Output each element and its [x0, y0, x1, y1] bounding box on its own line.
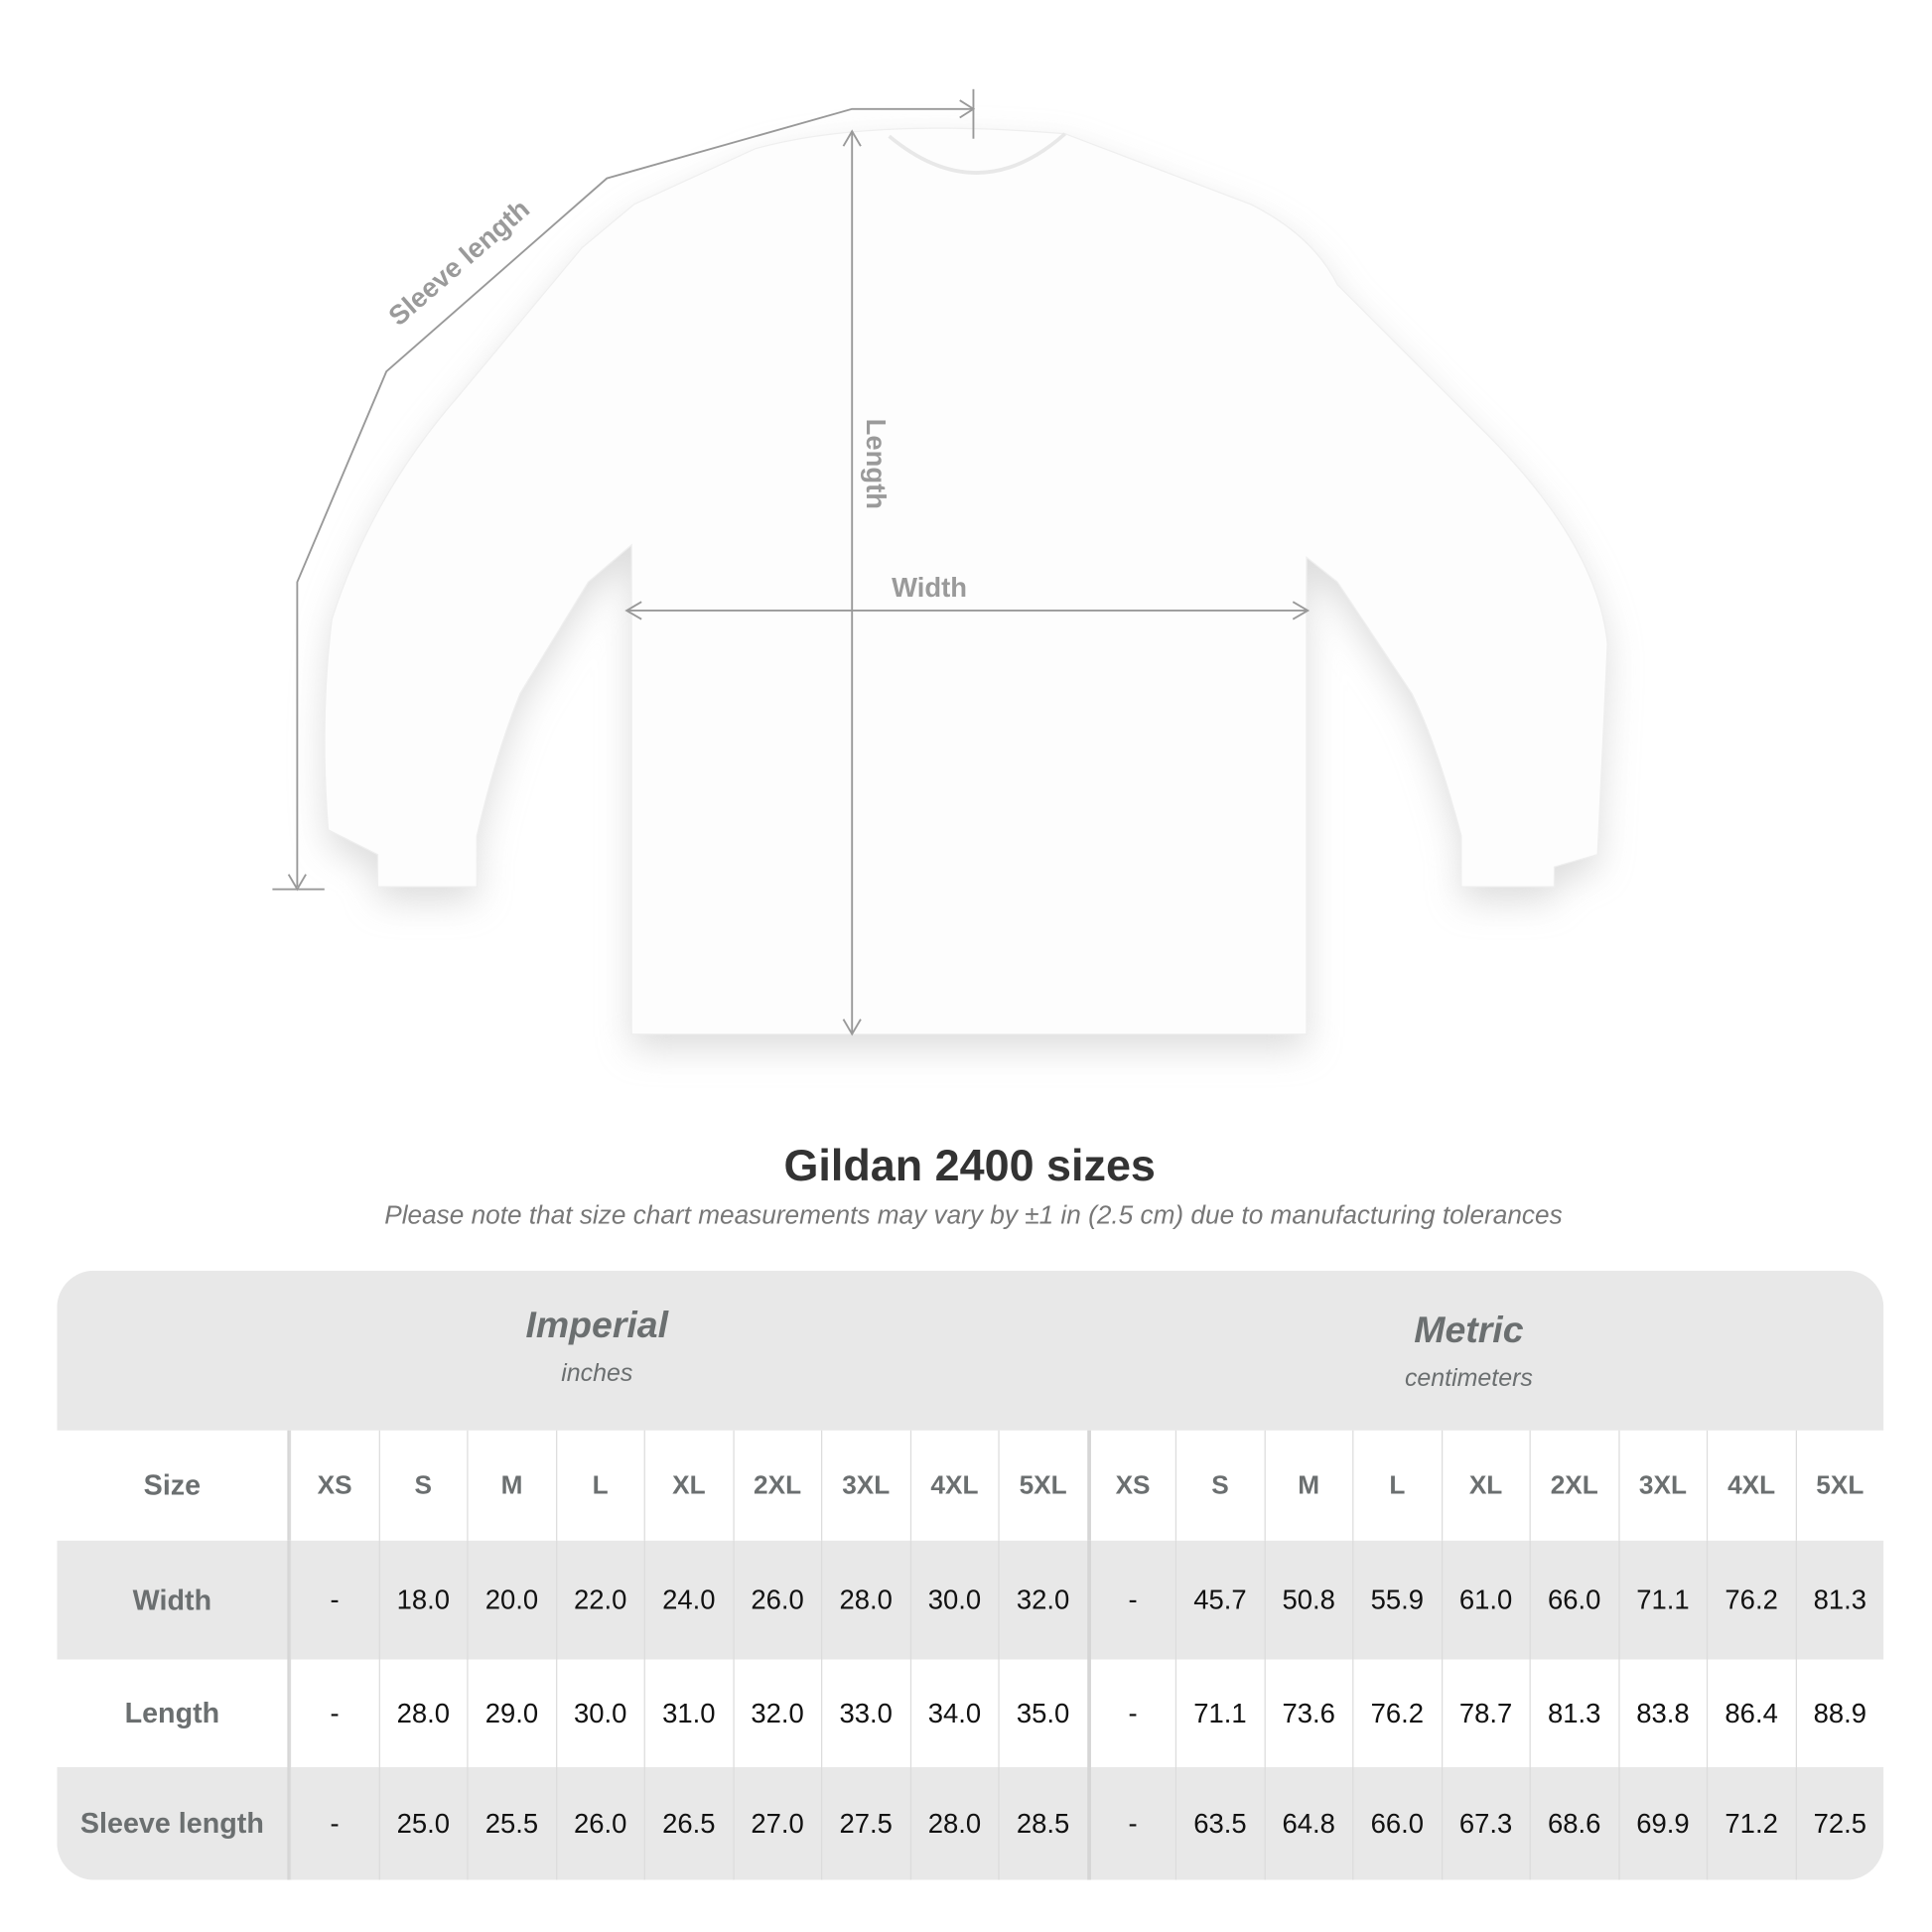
metric-size-l: L	[1352, 1430, 1441, 1541]
metric-size-5xl: 5XL	[1795, 1430, 1883, 1541]
metric-value: 63.5	[1174, 1767, 1264, 1880]
imperial-value: 18.0	[378, 1540, 467, 1660]
metric-value: 88.9	[1795, 1659, 1883, 1768]
size-header-row: Size XS S M L XL 2XL 3XL 4XL 5XL XS S M L XL 2XL 3XL 4XL 5…	[57, 1430, 1883, 1541]
imperial-header: Imperial inches	[474, 1306, 721, 1389]
imperial-size-4xl: 4XL	[909, 1430, 998, 1541]
shirt-diagram: Sleeve length Length Width	[272, 88, 1608, 1049]
metric-value: 66.0	[1529, 1540, 1618, 1660]
imperial-value: 32.0	[732, 1659, 821, 1768]
imperial-title: Imperial	[525, 1305, 669, 1346]
metric-size-2xl: 2XL	[1529, 1430, 1618, 1541]
imperial-value: 30.0	[555, 1659, 643, 1768]
imperial-value: -	[289, 1540, 378, 1660]
imperial-size-m: M	[467, 1430, 555, 1541]
metric-header: Metric centimeters	[1345, 1311, 1592, 1394]
imperial-value: 22.0	[555, 1540, 643, 1660]
table-row: Length -28.0 29.0 30.0 31.0 32.0 33.0 34.0 35.0-…	[57, 1659, 1883, 1768]
metric-value: 71.2	[1706, 1767, 1795, 1880]
metric-value: 61.0	[1441, 1540, 1529, 1660]
metric-value: 76.2	[1352, 1659, 1441, 1768]
metric-value: 83.8	[1617, 1659, 1707, 1768]
metric-value: 68.6	[1529, 1767, 1618, 1880]
metric-value: 69.9	[1617, 1767, 1707, 1880]
imperial-size-s: S	[378, 1430, 467, 1541]
row-label: Length	[57, 1659, 290, 1768]
metric-size-m: M	[1263, 1430, 1352, 1541]
imperial-value: 34.0	[909, 1659, 998, 1768]
metric-value: 50.8	[1263, 1540, 1352, 1660]
imperial-value: 26.0	[555, 1767, 643, 1880]
imperial-value: 28.0	[821, 1540, 909, 1660]
table-row: Sleeve length -25.0 25.5 26.0 26.5 27.0 27.5 28…	[57, 1767, 1884, 1880]
imperial-value: 28.0	[378, 1659, 467, 1768]
metric-value: 78.7	[1441, 1659, 1529, 1768]
imperial-size-2xl: 2XL	[732, 1430, 821, 1541]
imperial-size-l: L	[555, 1430, 643, 1541]
metric-value: 67.3	[1441, 1767, 1529, 1880]
imperial-value: 31.0	[643, 1659, 733, 1768]
imperial-value: 27.5	[821, 1767, 909, 1880]
imperial-value: 30.0	[909, 1540, 998, 1660]
metric-value: 81.3	[1795, 1540, 1883, 1660]
metric-value: 64.8	[1263, 1767, 1352, 1880]
imperial-value: 25.5	[467, 1767, 555, 1880]
page-title: Gildan 2400 sizes	[783, 1139, 1156, 1190]
sleeve-measure-line	[296, 107, 974, 888]
row-label: Sleeve length	[57, 1767, 290, 1880]
metric-size-s: S	[1174, 1430, 1264, 1541]
imperial-value: 32.0	[998, 1540, 1086, 1660]
metric-value: 72.5	[1795, 1767, 1883, 1880]
metric-value: 71.1	[1174, 1659, 1264, 1768]
shirt-body	[324, 127, 1608, 1035]
tolerance-note: Please note that size chart measurements…	[384, 1200, 1563, 1230]
imperial-unit: inches	[561, 1359, 633, 1388]
metric-value: 55.9	[1352, 1540, 1441, 1660]
metric-value: 81.3	[1529, 1659, 1618, 1768]
metric-size-4xl: 4XL	[1706, 1430, 1795, 1541]
table-row: Width -18.0 20.0 22.0 24.0 26.0 28.0 30.0 32.0-4…	[57, 1540, 1884, 1660]
metric-title: Metric	[1414, 1310, 1524, 1351]
imperial-value: -	[289, 1767, 378, 1880]
imperial-size-xs: XS	[289, 1430, 378, 1541]
size-label: Size	[57, 1430, 290, 1541]
imperial-value: 28.0	[909, 1767, 998, 1880]
imperial-value: 29.0	[467, 1659, 555, 1768]
metric-size-xl: XL	[1441, 1430, 1529, 1541]
imperial-value: 33.0	[821, 1659, 909, 1768]
metric-value: 45.7	[1174, 1540, 1264, 1660]
width-label: Width	[892, 572, 967, 603]
metric-unit: centimeters	[1404, 1364, 1533, 1393]
metric-value: -	[1086, 1659, 1175, 1768]
table-header-band	[57, 1270, 1884, 1431]
imperial-size-3xl: 3XL	[821, 1430, 909, 1541]
imperial-value: 26.0	[732, 1540, 821, 1660]
imperial-value: 24.0	[643, 1540, 733, 1660]
imperial-value: 27.0	[732, 1767, 821, 1880]
imperial-value: 35.0	[998, 1659, 1086, 1768]
metric-value: -	[1086, 1767, 1175, 1880]
imperial-value: 28.5	[998, 1767, 1086, 1880]
metric-value: 86.4	[1706, 1659, 1795, 1768]
imperial-size-xl: XL	[643, 1430, 733, 1541]
imperial-value: 26.5	[643, 1767, 733, 1880]
imperial-value: 25.0	[378, 1767, 467, 1880]
metric-value: 71.1	[1617, 1540, 1707, 1660]
metric-value: 76.2	[1706, 1540, 1795, 1660]
length-label: Length	[861, 419, 892, 509]
imperial-value: 20.0	[467, 1540, 555, 1660]
metric-value: 66.0	[1352, 1767, 1441, 1880]
row-label: Width	[57, 1540, 290, 1660]
metric-value: 73.6	[1263, 1659, 1352, 1768]
size-table: Imperial inches Metric centimeters Size X…	[57, 1270, 1884, 1880]
metric-size-3xl: 3XL	[1617, 1430, 1707, 1541]
metric-size-xs: XS	[1086, 1430, 1175, 1541]
imperial-size-5xl: 5XL	[998, 1430, 1086, 1541]
metric-value: -	[1086, 1540, 1175, 1660]
imperial-value: -	[289, 1659, 378, 1768]
